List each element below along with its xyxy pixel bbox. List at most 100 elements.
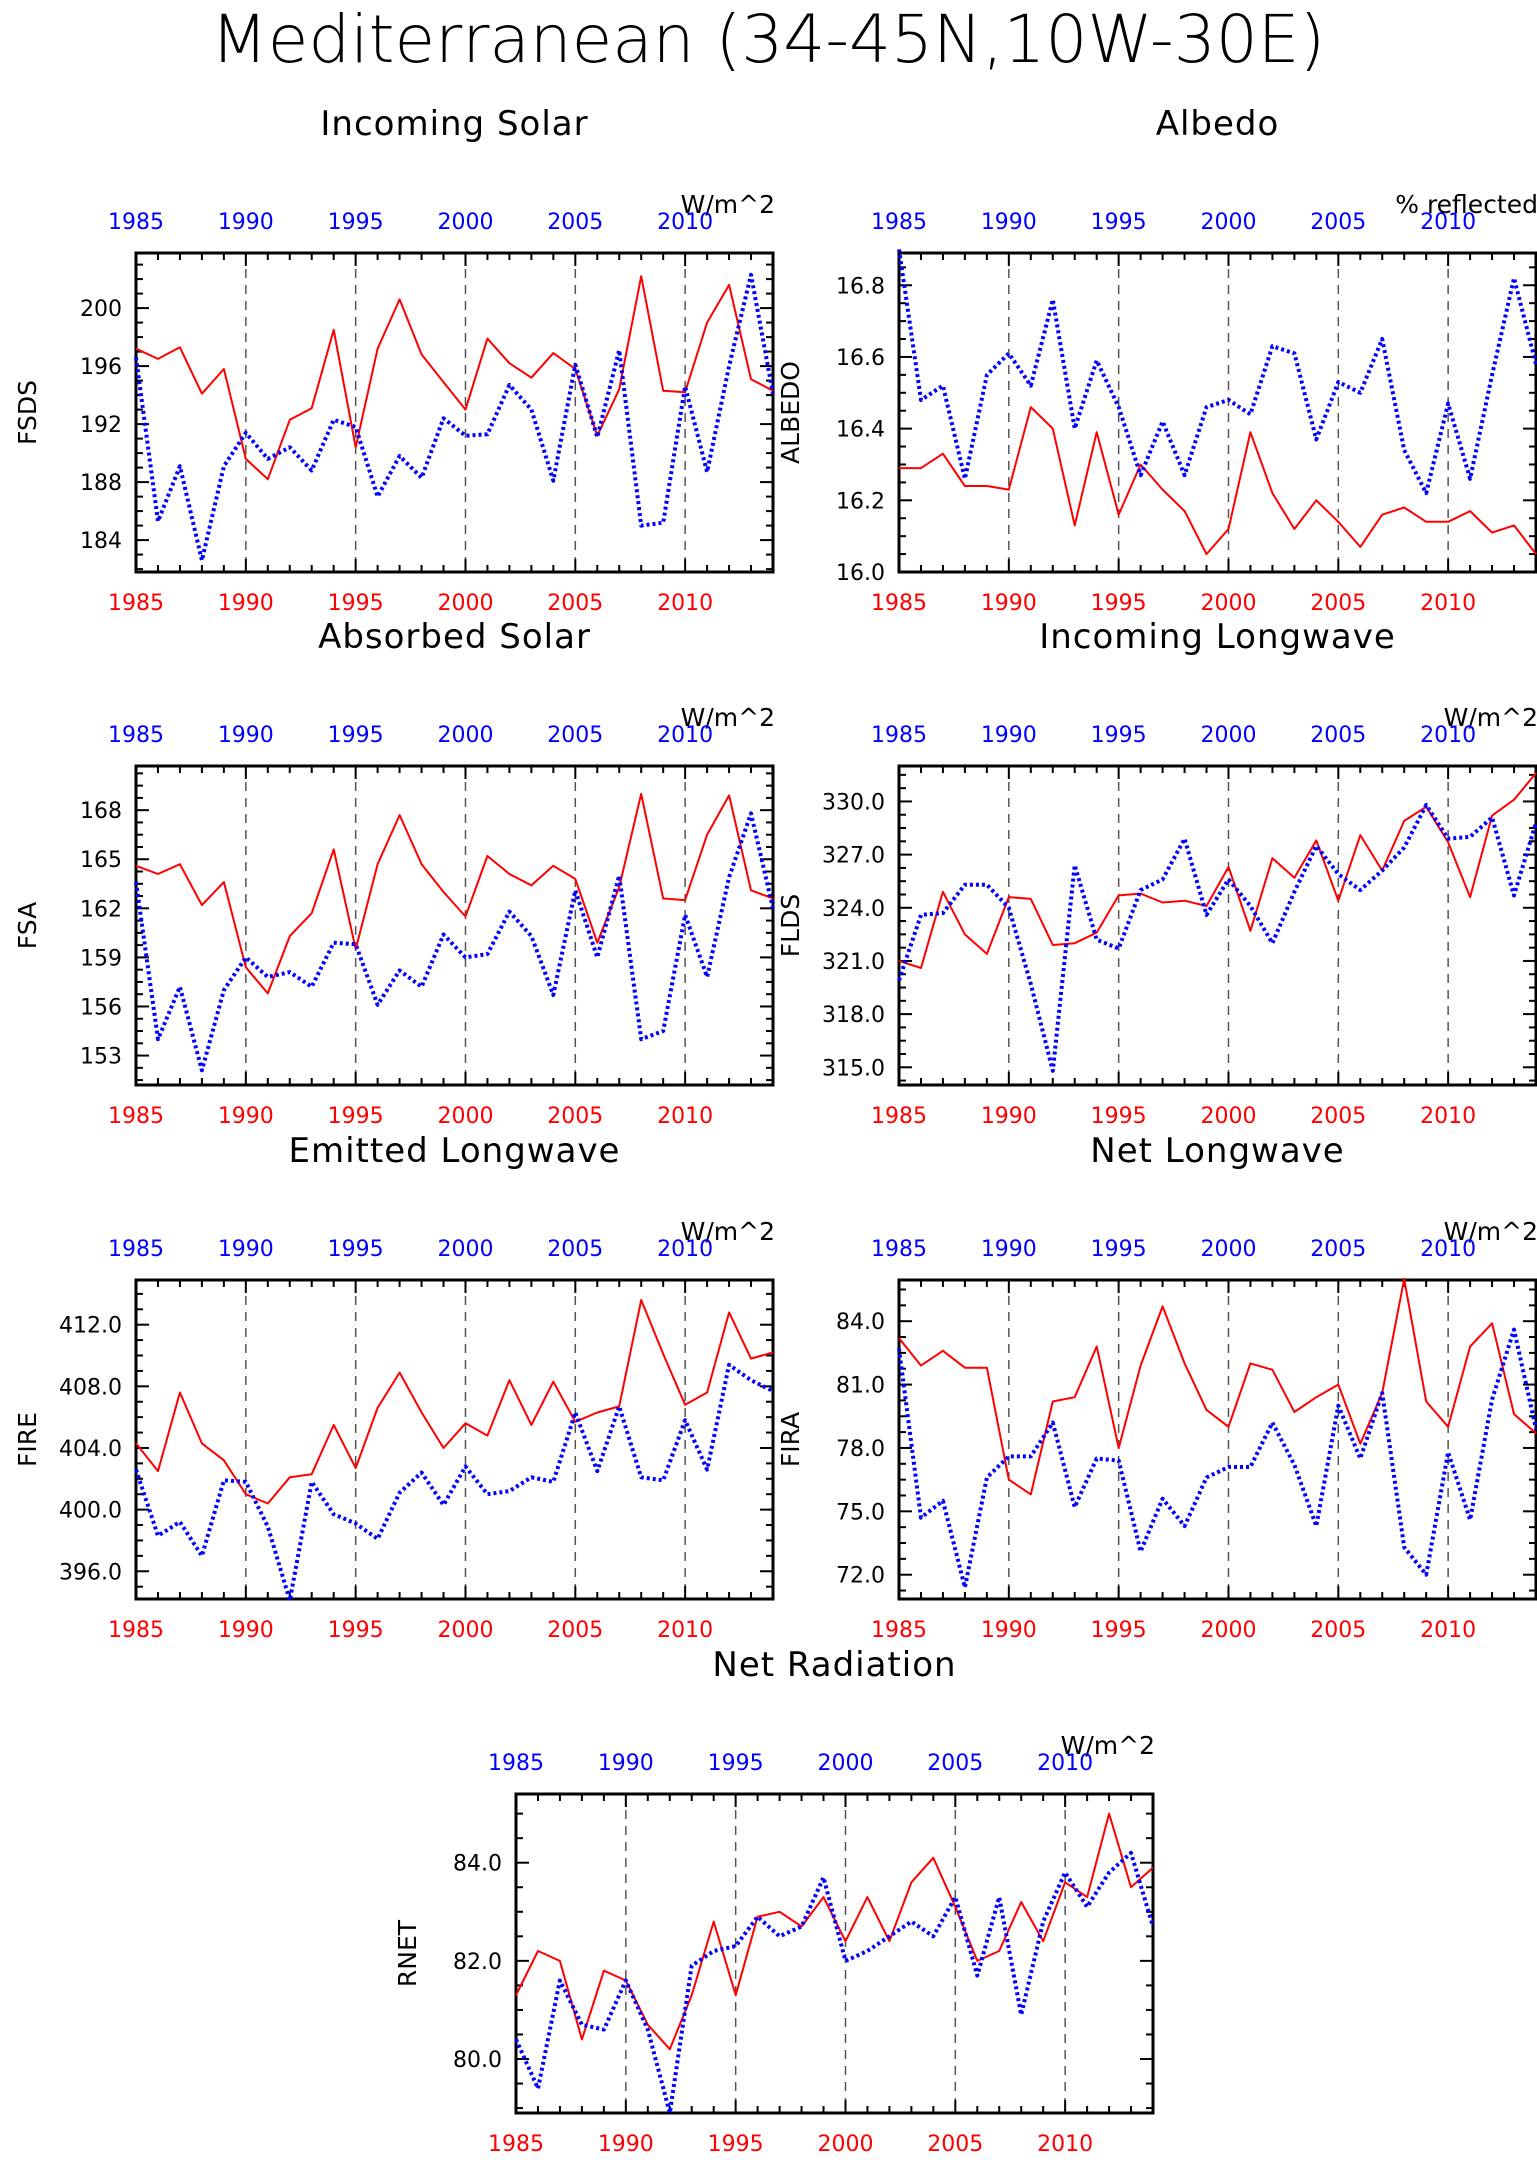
y-axis-label: ALBEDO [776, 361, 805, 464]
y-tick-label: 165 [80, 848, 122, 873]
x-tick-label-bottom: 1995 [328, 1618, 384, 1643]
x-tick-label-bottom: 2005 [927, 2132, 983, 2157]
x-tick-label-top: 1985 [871, 210, 927, 235]
x-tick-label-top: 1990 [218, 210, 274, 235]
y-tick-label: 159 [80, 946, 122, 971]
units-label: W/m^2 [1444, 1217, 1537, 1246]
x-tick-label-top: 2000 [437, 723, 493, 748]
y-tick-label: 412.0 [59, 1314, 122, 1339]
y-axis-label: FSA [13, 902, 42, 949]
x-tick-label-bottom: 2005 [1310, 1104, 1366, 1129]
series-line-1 [898, 1277, 1537, 1496]
units-label: W/m^2 [681, 190, 775, 219]
x-tick-label-bottom: 1990 [218, 1618, 274, 1643]
x-tick-label-bottom: 1990 [218, 1104, 274, 1129]
x-tick-label-top: 1990 [598, 1751, 654, 1776]
x-tick-label-bottom: 1990 [981, 1104, 1037, 1129]
x-tick-label-top: 2000 [437, 210, 493, 235]
plot-frame [134, 251, 775, 574]
x-tick-label-bottom: 1990 [981, 591, 1037, 616]
y-tick-label: 321.0 [822, 950, 885, 975]
x-tick-label-top: 1990 [981, 723, 1037, 748]
series-line-2 [897, 803, 1537, 1073]
y-tick-label: 84.0 [836, 1310, 885, 1335]
x-tick-label-bottom: 1985 [871, 591, 927, 616]
x-tick-label-bottom: 1995 [708, 2132, 764, 2157]
x-tick-label-bottom: 2000 [1200, 1618, 1256, 1643]
y-tick-label: 80.0 [453, 2048, 502, 2073]
chart-title: Incoming Longwave [1039, 617, 1396, 657]
x-tick-label-top: 2000 [1200, 723, 1256, 748]
series-line-1 [135, 1299, 774, 1505]
x-tick-label-top: 1995 [328, 210, 384, 235]
y-tick-label: 188 [80, 471, 122, 496]
x-tick-label-top: 1995 [708, 1751, 764, 1776]
x-tick-label-bottom: 2010 [657, 1618, 713, 1643]
x-tick-label-top: 1995 [328, 723, 384, 748]
plot-frame [897, 764, 1537, 1087]
units-label: W/m^2 [681, 703, 775, 732]
x-tick-label-top: 1985 [871, 723, 927, 748]
series-line-2 [897, 249, 1537, 496]
y-tick-label: 184 [80, 529, 122, 554]
x-tick-label-top: 2010 [1420, 1237, 1476, 1262]
x-tick-label-top: 2005 [927, 1751, 983, 1776]
chart-1: Incoming Solar W/m^2 1985 1985 1990 1990 1995 1… [13, 104, 775, 616]
x-tick-label-top: 2005 [1310, 1237, 1366, 1262]
y-axis-label: FIRE [13, 1412, 42, 1467]
y-tick-label: 156 [80, 995, 122, 1020]
y-tick-label: 16.0 [836, 561, 885, 586]
y-tick-label: 82.0 [453, 1950, 502, 1975]
plot-frame [134, 1278, 775, 1601]
x-tick-label-bottom: 1985 [488, 2132, 544, 2157]
x-tick-label-bottom: 2000 [817, 2132, 873, 2157]
series-line-2 [897, 1327, 1537, 1590]
x-tick-label-bottom: 1985 [108, 1618, 164, 1643]
x-tick-label-bottom: 2005 [547, 591, 603, 616]
series-line-1 [515, 1812, 1154, 2051]
y-tick-label: 153 [80, 1045, 122, 1070]
y-tick-label: 396.0 [59, 1560, 122, 1585]
charts-container: Incoming Solar W/m^2 1985 1985 1990 1990 1995 1… [13, 104, 1537, 2157]
x-tick-label-top: 2005 [547, 210, 603, 235]
y-tick-label: 16.2 [836, 489, 885, 514]
x-tick-label-top: 2010 [657, 1237, 713, 1262]
y-axis-label: FLDS [776, 894, 805, 957]
y-tick-label: 324.0 [822, 897, 885, 922]
x-tick-label-bottom: 2010 [657, 1104, 713, 1129]
y-tick-label: 81.0 [836, 1374, 885, 1399]
y-tick-label: 168 [80, 799, 122, 824]
x-tick-label-top: 2000 [817, 1751, 873, 1776]
x-tick-label-top: 2010 [657, 210, 713, 235]
y-tick-label: 196 [80, 355, 122, 380]
x-tick-label-bottom: 1990 [218, 591, 274, 616]
x-tick-label-top: 2010 [657, 723, 713, 748]
chart-6: Net Longwave W/m^2 1985 1985 1990 1990 1995 199… [776, 1131, 1537, 1643]
y-tick-label: 162 [80, 897, 122, 922]
units-label: W/m^2 [1444, 703, 1537, 732]
x-tick-label-top: 1985 [488, 1751, 544, 1776]
y-axis-label: FSDS [13, 380, 42, 445]
x-tick-label-top: 2010 [1037, 1751, 1093, 1776]
figure-title: Mediterranean (34-45N,10W-30E) [211, 1, 1325, 78]
series-line-2 [134, 272, 775, 563]
chart-title: Net Longwave [1090, 1131, 1344, 1171]
x-tick-label-bottom: 2010 [1420, 1104, 1476, 1129]
x-tick-label-top: 1995 [1091, 210, 1147, 235]
x-tick-label-bottom: 1985 [108, 1104, 164, 1129]
x-tick-label-bottom: 2005 [1310, 591, 1366, 616]
y-tick-label: 315.0 [822, 1056, 885, 1081]
x-tick-label-bottom: 1990 [981, 1618, 1037, 1643]
x-tick-label-bottom: 2000 [1200, 1104, 1256, 1129]
x-tick-label-bottom: 1985 [871, 1618, 927, 1643]
x-tick-label-top: 1990 [218, 1237, 274, 1262]
x-tick-label-bottom: 2000 [437, 1618, 493, 1643]
x-tick-label-top: 1985 [108, 723, 164, 748]
x-tick-label-bottom: 1985 [871, 1104, 927, 1129]
y-tick-label: 16.6 [836, 346, 885, 371]
chart-5: Emitted Longwave W/m^2 1985 1985 1990 1990 199… [13, 1131, 775, 1643]
plot-frame [897, 1278, 1537, 1601]
x-tick-label-top: 2000 [1200, 210, 1256, 235]
x-tick-label-top: 1990 [981, 1237, 1037, 1262]
y-tick-label: 318.0 [822, 1003, 885, 1028]
